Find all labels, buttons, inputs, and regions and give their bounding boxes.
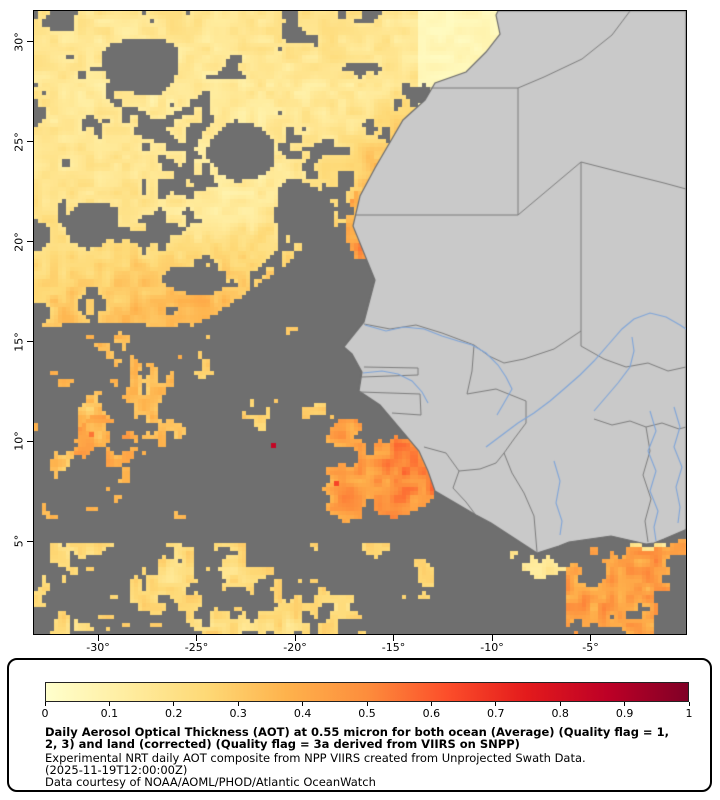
colorbar-tickmark [559,702,561,706]
colorbar-tick-label: 0.2 [165,707,183,720]
caption-line-4: (2025-11-19T12:00:00Z) [45,763,188,777]
lon-tickmark [393,635,395,641]
lat-tickmark [27,341,33,342]
colorbar-tickmark [237,702,239,706]
colorbar-tickmark [302,702,304,706]
lat-tickmark [27,241,33,243]
lat-tickmark [27,141,33,143]
colorbar-tick-label: 0.3 [229,707,247,720]
colorbar-tick-label: 0.5 [358,707,376,720]
lon-tick-label: -25° [184,641,209,654]
lon-tick-label: -20° [283,641,307,654]
lat-tickmark [27,440,33,442]
caption-line-2: 2, 3) and land (corrected) (Quality flag… [45,737,520,751]
lon-tickmark [196,635,198,641]
lat-tickmark [27,540,33,542]
lon-tick-label: -10° [480,641,504,654]
caption-line-1: Daily Aerosol Optical Thickness (AOT) at… [45,725,669,739]
colorbar-tickmark [688,702,690,706]
colorbar-tick-label: 0 [41,707,49,720]
caption-line-5: Data courtesy of NOAA/AOML/PHOD/Atlantic… [45,775,376,789]
colorbar-tickmark [366,702,368,706]
colorbar-tickmark [173,702,175,706]
lon-tick-label: -15° [381,641,406,654]
colorbar-tick-label: 0.7 [487,707,505,720]
colorbar-tickmark [430,702,432,706]
map-canvas [34,11,686,634]
lon-tickmark [590,635,592,641]
lon-tick-label: -30° [86,641,110,654]
colorbar-tick-label: 0.8 [551,707,569,720]
lon-tickmark [97,635,99,641]
colorbar-tickmark [44,702,46,706]
colorbar-tick-label: 0.6 [422,707,441,720]
colorbar-tickmark [108,702,110,706]
lon-tickmark [491,635,493,641]
colorbar-tick-label: 0.4 [293,707,312,720]
colorbar-tickmark [495,702,497,706]
colorbar-legend [7,658,712,792]
lon-tick-label: -5° [582,641,599,654]
map-frame [33,10,687,635]
lon-tickmark [294,635,296,641]
colorbar-tick-label: 1 [685,707,693,720]
caption-line-3: Experimental NRT daily AOT composite fro… [45,751,586,765]
lat-tickmark [27,41,33,43]
colorbar-tickmark [624,702,626,706]
colorbar-gradient [45,682,689,702]
colorbar-tick-label: 0.9 [615,707,634,720]
colorbar-tick-label: 0.1 [100,707,119,720]
